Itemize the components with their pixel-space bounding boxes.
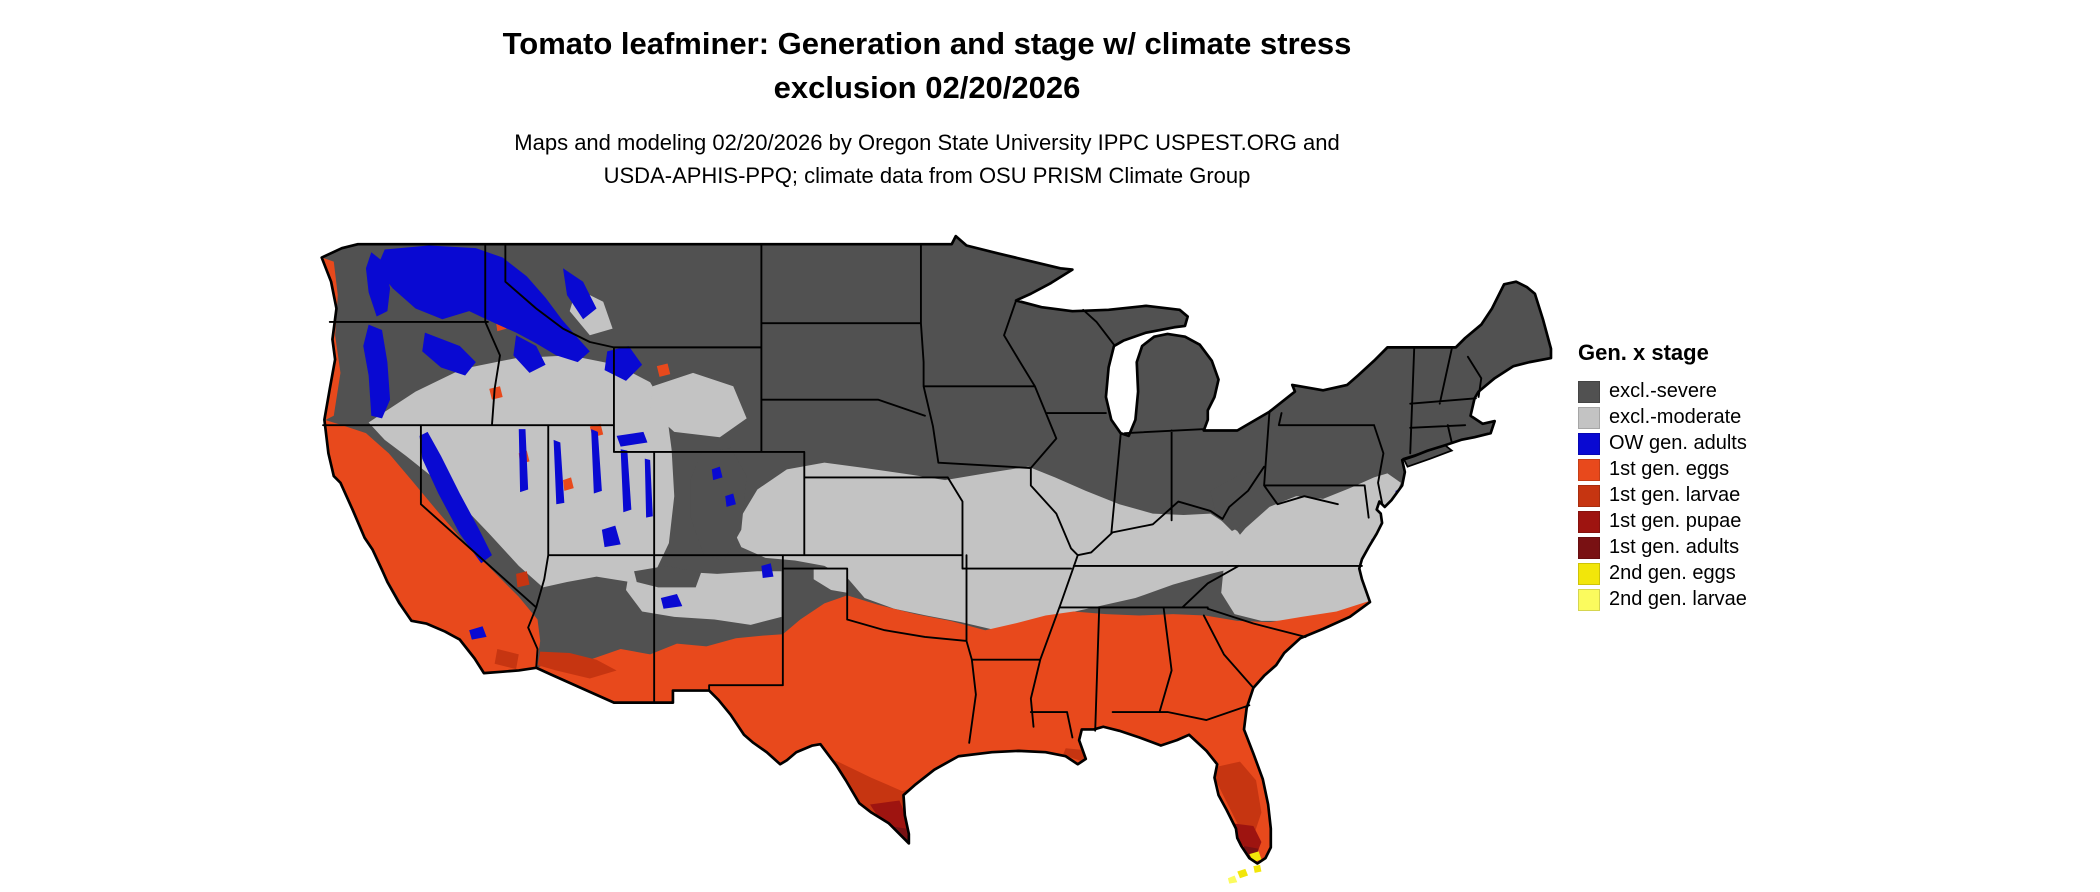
state-borders (322, 243, 1483, 744)
map-header: Tomato leafminer: Generation and stage w… (0, 22, 1854, 192)
us-map-svg (320, 234, 1553, 884)
legend-item-severe: excl.-severe (1578, 379, 1747, 404)
legend-item-gen1_eggs: 1st gen. eggs (1578, 457, 1747, 482)
region-excl-moderate-plains-midsouth (733, 462, 1251, 631)
legend-item-gen2_larvae: 2nd gen. larvae (1578, 587, 1747, 612)
legend-item-gen1_larvae: 1st gen. larvae (1578, 483, 1747, 508)
legend-swatch-moderate (1578, 406, 1600, 429)
map-subtitle: Maps and modeling 02/20/2026 by Oregon S… (0, 126, 1854, 192)
map-title: Tomato leafminer: Generation and stage w… (0, 22, 1854, 110)
region-ow-adults (363, 245, 1404, 640)
legend-item-moderate: excl.-moderate (1578, 405, 1747, 430)
map-title-line1: Tomato leafminer: Generation and stage w… (502, 26, 1352, 61)
legend-swatch-ow_adults (1578, 432, 1600, 455)
legend-label-severe: excl.-severe (1609, 380, 1717, 402)
map-subtitle-line1: Maps and modeling 02/20/2026 by Oregon S… (514, 130, 1340, 156)
legend-title: Gen. x stage (1578, 340, 1709, 365)
region-excl-severe-patches (634, 447, 1270, 698)
map-title-line2: exclusion 02/20/2026 (773, 70, 1081, 106)
region-gen2-larvae-keys (1227, 875, 1238, 884)
region-gen1-adults (888, 825, 1259, 861)
legend-label-moderate: excl.-moderate (1609, 406, 1742, 428)
region-gen2-eggs-keys (1237, 864, 1262, 879)
legend-swatch-severe (1578, 380, 1600, 403)
legend-item-ow_adults: OW gen. adults (1578, 431, 1747, 456)
region-gen1-pupae (869, 800, 1262, 856)
legend-label-gen1_eggs: 1st gen. eggs (1609, 458, 1730, 480)
legend-label-ow_adults: OW gen. adults (1609, 432, 1747, 454)
legend-items: excl.-severe excl.-moderate OW gen. adults… (1578, 379, 1747, 612)
legend-swatch-gen2_larvae (1578, 588, 1600, 611)
legend-swatch-gen1_larvae (1578, 484, 1600, 507)
legend-swatch-gen1_adults (1578, 536, 1600, 559)
legend-swatch-gen2_eggs (1578, 562, 1600, 585)
legend-label-gen1_larvae: 1st gen. larvae (1609, 484, 1741, 506)
legend-label-gen2_larvae: 2nd gen. larvae (1609, 588, 1747, 610)
us-map (315, 228, 1555, 885)
legend-label-gen1_pupae: 1st gen. pupae (1609, 510, 1742, 532)
legend-item-gen1_adults: 1st gen. adults (1578, 535, 1747, 560)
region-excl-moderate-midatlantic (1221, 473, 1401, 621)
region-gen1-larvae (494, 571, 1262, 844)
legend-item-gen2_eggs: 2nd gen. eggs (1578, 561, 1747, 586)
legend-item-gen1_pupae: 1st gen. pupae (1578, 509, 1747, 534)
legend-label-gen1_adults: 1st gen. adults (1609, 536, 1740, 558)
map-subtitle-line2: USDA-APHIS-PPQ; climate data from OSU PR… (603, 163, 1251, 189)
legend: Gen. x stage excl.-severe excl.-moderate O… (1578, 340, 1747, 613)
map-regions (321, 236, 1551, 864)
legend-label-gen2_eggs: 2nd gen. eggs (1609, 562, 1736, 584)
legend-swatch-gen1_eggs (1578, 458, 1600, 481)
legend-swatch-gen1_pupae (1578, 510, 1600, 533)
